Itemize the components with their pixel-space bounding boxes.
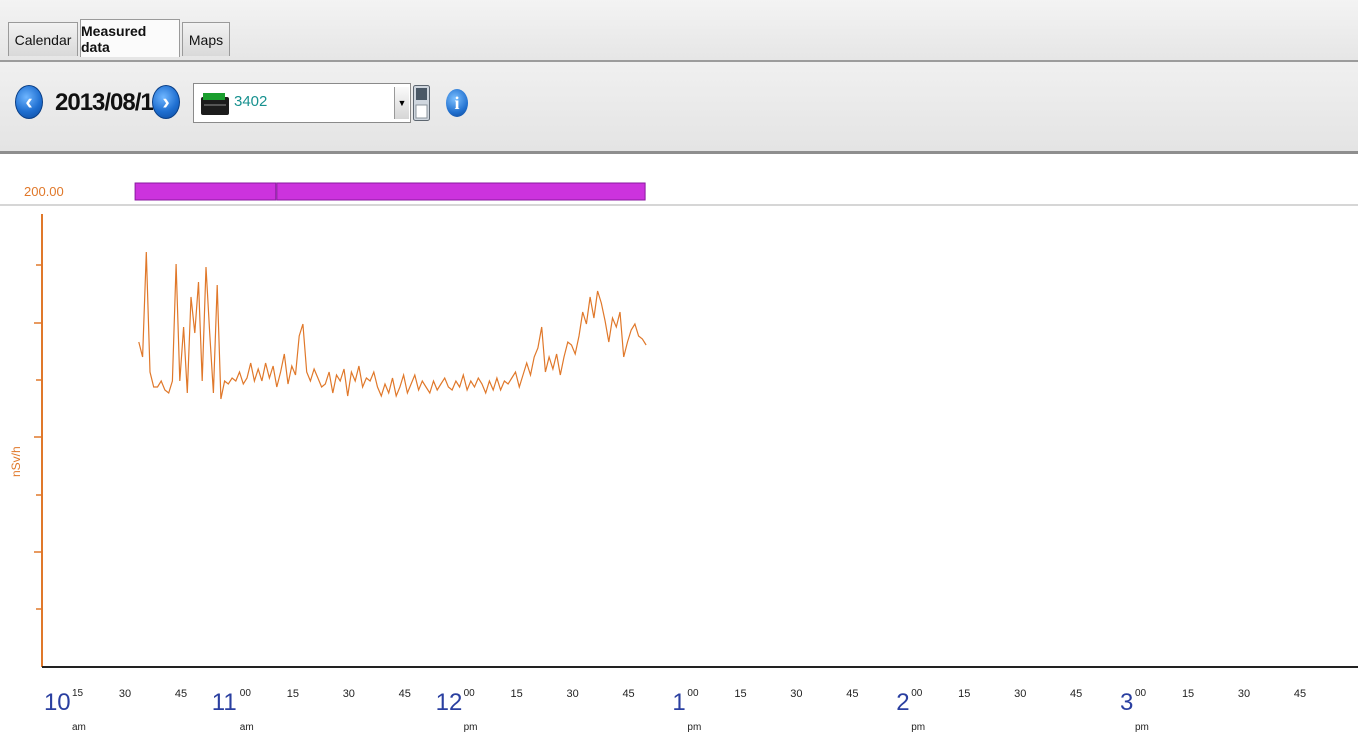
ampm-label: am xyxy=(240,722,254,733)
date-display: 2013/08/12 xyxy=(55,89,166,116)
device-icon xyxy=(201,93,229,115)
coverage-bar xyxy=(134,182,646,201)
hour-number: 11 xyxy=(212,689,237,716)
hour-label: 12 00 pm xyxy=(436,688,478,733)
y-axis-label: nSv/h xyxy=(9,446,23,477)
minute-superscript: 00 xyxy=(1135,688,1147,699)
minute-tick-label: 15 xyxy=(1182,688,1194,700)
toolbar: ‹ 2013/08/12 › 3402 ▼ i xyxy=(0,62,1358,154)
minute-tick-label: 45 xyxy=(846,688,858,700)
hour-number: 3 xyxy=(1120,689,1133,716)
device-select[interactable]: 3402 ▼ xyxy=(193,83,411,123)
minute-tick-label: 15 xyxy=(958,688,970,700)
hour-label: 3 00 pm xyxy=(1120,688,1149,733)
hour-label: 1 00 pm xyxy=(672,688,701,733)
minute-tick-label: 30 xyxy=(567,688,579,700)
minute-tick-label: 45 xyxy=(175,688,187,700)
save-icon[interactable] xyxy=(413,85,430,121)
hour-label: 2 00 pm xyxy=(896,688,925,733)
minute-superscript: 15 xyxy=(72,688,84,699)
hour-number: 12 xyxy=(436,689,463,716)
minute-tick-label: 30 xyxy=(343,688,355,700)
tab-bar: Calendar Measured data Maps xyxy=(0,0,1358,62)
hour-number: 2 xyxy=(896,689,909,716)
coverage-segment xyxy=(134,182,277,201)
ampm-label: pm xyxy=(911,722,925,733)
minute-superscript: 00 xyxy=(464,688,476,699)
ampm-label: pm xyxy=(687,722,701,733)
minute-tick-label: 45 xyxy=(1070,688,1082,700)
minute-tick-label: 15 xyxy=(287,688,299,700)
y-ticks xyxy=(34,264,42,610)
minute-tick-label: 45 xyxy=(1294,688,1306,700)
tab-measured-data[interactable]: Measured data xyxy=(80,19,180,57)
chevron-left-icon[interactable]: ‹ xyxy=(15,85,43,119)
minute-tick-label: 30 xyxy=(790,688,802,700)
y-max-label: 200.00 xyxy=(24,184,64,199)
hour-number: 1 xyxy=(672,689,685,716)
device-value: 3402 xyxy=(234,93,268,110)
minute-tick-label: 45 xyxy=(622,688,634,700)
series-line xyxy=(138,251,647,400)
minute-tick-label: 45 xyxy=(399,688,411,700)
minute-tick-label: 15 xyxy=(511,688,523,700)
ampm-label: am xyxy=(72,722,86,733)
chevron-right-icon[interactable]: › xyxy=(152,85,180,119)
hour-number: 10 xyxy=(44,689,71,716)
ampm-label: pm xyxy=(1135,722,1149,733)
chevron-down-icon[interactable]: ▼ xyxy=(394,87,409,119)
info-icon[interactable]: i xyxy=(446,89,468,117)
minute-tick-label: 30 xyxy=(119,688,131,700)
minute-superscript: 00 xyxy=(911,688,923,699)
coverage-segment xyxy=(276,182,646,201)
minute-superscript: 00 xyxy=(687,688,699,699)
minute-tick-label: 30 xyxy=(1238,688,1250,700)
minute-superscript: 00 xyxy=(240,688,252,699)
hour-label: 10 15 am xyxy=(44,688,86,733)
tab-calendar[interactable]: Calendar xyxy=(8,22,78,56)
minute-tick-label: 30 xyxy=(1014,688,1026,700)
hour-label: 11 00 am xyxy=(212,688,254,733)
tab-maps[interactable]: Maps xyxy=(182,22,230,56)
ampm-label: pm xyxy=(464,722,478,733)
minute-tick-label: 15 xyxy=(734,688,746,700)
